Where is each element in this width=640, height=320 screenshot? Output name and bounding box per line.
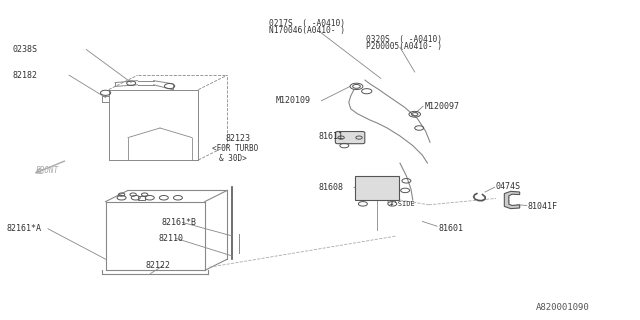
Text: 0320S  ( -A0410): 0320S ( -A0410) bbox=[366, 35, 442, 44]
Bar bbox=[355, 176, 399, 200]
Text: 82122: 82122 bbox=[145, 261, 170, 270]
Text: 0474S: 0474S bbox=[496, 182, 521, 191]
Text: 81611: 81611 bbox=[319, 132, 344, 141]
Text: <FOR TURBO: <FOR TURBO bbox=[212, 144, 259, 153]
Text: FRONT: FRONT bbox=[35, 166, 58, 175]
Text: 82161*A: 82161*A bbox=[6, 224, 42, 233]
FancyBboxPatch shape bbox=[335, 132, 365, 144]
Text: 82123: 82123 bbox=[225, 134, 250, 143]
Text: 81041F: 81041F bbox=[528, 202, 558, 211]
Polygon shape bbox=[504, 191, 520, 209]
Text: M120097: M120097 bbox=[424, 102, 460, 111]
Text: & 30D>: & 30D> bbox=[219, 154, 246, 163]
Text: 81608: 81608 bbox=[319, 183, 344, 192]
Bar bbox=[138, 196, 145, 200]
Text: 82182: 82182 bbox=[13, 71, 38, 80]
Text: 82110: 82110 bbox=[158, 234, 183, 243]
Text: N170046(A0410- ): N170046(A0410- ) bbox=[269, 26, 345, 35]
Text: A820001090: A820001090 bbox=[536, 303, 590, 312]
Text: P200005(A0410- ): P200005(A0410- ) bbox=[366, 42, 442, 51]
Text: 81601: 81601 bbox=[438, 224, 463, 233]
Text: 82161*B: 82161*B bbox=[161, 218, 196, 227]
Text: M120109: M120109 bbox=[275, 96, 310, 105]
Text: 0238S: 0238S bbox=[13, 45, 38, 54]
Text: '+'SIDE: '+'SIDE bbox=[385, 201, 415, 207]
Text: 0217S  ( -A0410): 0217S ( -A0410) bbox=[269, 19, 345, 28]
